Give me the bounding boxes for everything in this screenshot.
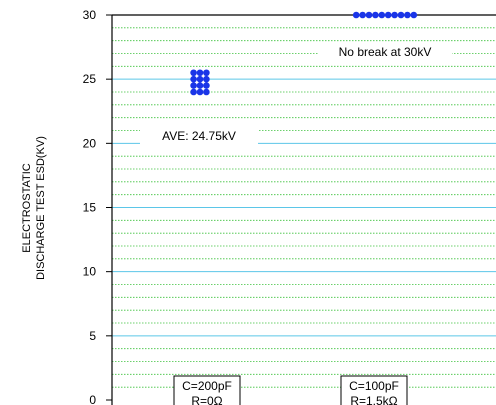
data-point	[391, 11, 398, 19]
category-sublabel-1: R=0Ω	[191, 394, 222, 405]
annotation-average: AVE: 24.75kV	[140, 126, 258, 146]
category-label-2: C=100pF	[349, 379, 399, 393]
data-points	[190, 11, 418, 96]
annotation-average-text: AVE: 24.75kV	[162, 129, 236, 143]
data-point	[196, 75, 204, 83]
data-point	[352, 11, 360, 19]
data-point	[372, 11, 379, 19]
data-point	[397, 11, 405, 19]
data-point	[190, 82, 197, 89]
y-tick-labels: 0 5 10 15 20 25 30	[83, 8, 112, 405]
data-point	[203, 69, 210, 77]
data-point	[410, 11, 418, 19]
y-tick-label: 20	[83, 136, 97, 150]
data-point	[190, 69, 197, 77]
y-tick-label: 15	[83, 201, 97, 215]
y-tick-label: 30	[83, 8, 97, 22]
data-point	[196, 88, 204, 96]
annotation-no-break-text: No break at 30kV	[339, 45, 432, 59]
annotation-no-break: No break at 30kV	[318, 42, 452, 62]
y-tick-label: 25	[83, 72, 97, 86]
data-point	[359, 11, 366, 19]
category-label-1: C=200pF	[182, 379, 232, 393]
y-axis-label-line-1: ELECTROSTATIC	[21, 163, 33, 252]
y-tick-label: 10	[83, 265, 97, 279]
data-point	[190, 75, 197, 83]
data-point	[203, 88, 210, 96]
data-point	[196, 69, 204, 77]
category-sublabel-2: R=1.5kΩ	[350, 394, 397, 405]
category-box-1: C=200pF R=0Ω	[173, 375, 241, 405]
y-axis-label-line-2: DISCHARGE TEST ESD(KV)	[35, 136, 47, 280]
category-box-2: C=100pF R=1.5kΩ	[340, 375, 408, 405]
data-point	[203, 82, 210, 89]
data-point	[378, 11, 386, 19]
data-point	[404, 11, 411, 19]
y-tick-label: 5	[89, 329, 96, 343]
y-tick-label: 0	[89, 393, 96, 405]
grid-lines	[112, 27, 496, 388]
data-point	[190, 88, 197, 96]
data-point	[203, 75, 210, 83]
axes	[111, 14, 496, 405]
data-point	[384, 11, 392, 19]
data-point	[196, 82, 204, 89]
data-point	[365, 11, 373, 19]
